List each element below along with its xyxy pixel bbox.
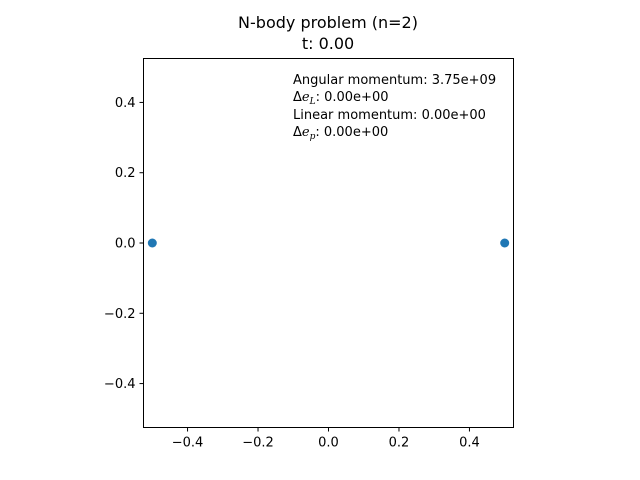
x-tick-label: 0.0: [318, 436, 339, 451]
x-axis: −0.4 −0.2 0.0 0.2 0.4: [172, 427, 480, 451]
delta-ep-value: : 0.00e+00: [315, 125, 388, 140]
linear-momentum-label: Linear momentum:: [293, 108, 422, 123]
delta-eL-symbol: Δ: [293, 90, 302, 105]
linear-momentum-value: 0.00e+00: [422, 108, 486, 123]
delta-eL-var: e: [302, 90, 310, 105]
y-tick-label: −0.2: [104, 307, 136, 322]
scatter-points: [147, 238, 510, 248]
momentum-annotations: Angular momentum: 3.75e+09 ΔeL: 0.00e+00…: [293, 73, 496, 142]
y-tick-label: 0.2: [115, 166, 136, 181]
delta-ep-var: e: [302, 125, 310, 140]
delta-ep-sub: p: [310, 132, 316, 142]
delta-eL-value: : 0.00e+00: [316, 90, 389, 105]
y-axis: −0.4 −0.2 0.0 0.2 0.4: [104, 96, 144, 392]
y-tick-label: 0.0: [115, 237, 136, 252]
delta-eL-sub: L: [309, 97, 316, 107]
x-tick-label: 0.4: [459, 436, 480, 451]
angular-momentum-text: Angular momentum: 3.75e+09: [293, 73, 496, 88]
x-tick-label: 0.2: [389, 436, 410, 451]
delta-eL-text: ΔeL: 0.00e+00: [293, 90, 388, 107]
angular-momentum-label: Angular momentum:: [293, 73, 432, 88]
body-point: [500, 238, 510, 248]
y-tick-label: −0.4: [104, 377, 136, 392]
delta-ep-symbol: Δ: [293, 125, 302, 140]
delta-ep-text: Δep: 0.00e+00: [293, 125, 388, 142]
body-point: [147, 238, 157, 248]
angular-momentum-value: 3.75e+09: [432, 73, 496, 88]
chart-title: N-body problem (n=2): [238, 13, 418, 32]
x-tick-label: −0.4: [172, 436, 204, 451]
chart-subtitle: t: 0.00: [302, 34, 354, 53]
y-tick-label: 0.4: [115, 96, 136, 111]
linear-momentum-text: Linear momentum: 0.00e+00: [293, 108, 486, 123]
x-tick-label: −0.2: [242, 436, 274, 451]
